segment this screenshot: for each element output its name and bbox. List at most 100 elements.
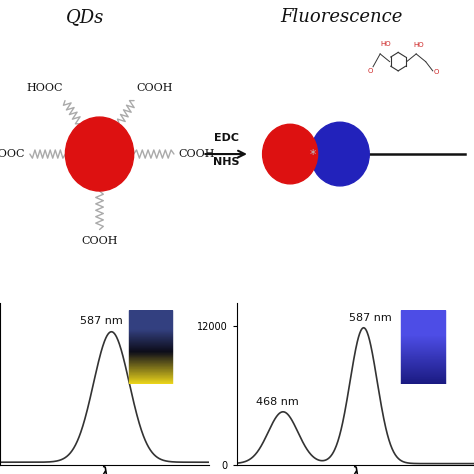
Bar xyxy=(128,378,173,379)
Bar xyxy=(128,311,173,312)
Bar xyxy=(128,340,173,341)
Bar xyxy=(128,357,173,358)
Bar xyxy=(128,370,173,371)
Bar xyxy=(401,337,445,338)
Bar xyxy=(128,364,173,365)
Bar xyxy=(128,339,173,340)
Bar xyxy=(401,310,445,311)
Bar xyxy=(401,353,445,354)
Bar xyxy=(128,330,173,331)
Text: COOH: COOH xyxy=(137,83,173,93)
Bar xyxy=(128,347,173,348)
Bar xyxy=(128,323,173,324)
Bar xyxy=(401,355,445,356)
Bar xyxy=(401,364,445,365)
Bar xyxy=(128,355,173,356)
Bar xyxy=(128,359,173,360)
Bar xyxy=(401,312,445,313)
Bar xyxy=(401,381,445,382)
Bar xyxy=(401,342,445,343)
Bar xyxy=(401,319,445,320)
Bar xyxy=(401,354,445,355)
Bar xyxy=(128,375,173,376)
Bar xyxy=(128,368,173,369)
Text: Fluorescence: Fluorescence xyxy=(280,8,402,26)
Bar xyxy=(401,313,445,314)
Bar xyxy=(128,367,173,368)
Bar xyxy=(128,376,173,377)
Bar xyxy=(401,320,445,321)
Bar xyxy=(128,325,173,326)
Bar xyxy=(128,317,173,318)
Bar xyxy=(401,380,445,381)
Text: HOOC: HOOC xyxy=(26,83,63,93)
Text: 587 nm: 587 nm xyxy=(349,313,392,323)
Bar xyxy=(401,366,445,367)
Bar xyxy=(401,335,445,336)
X-axis label: λ: λ xyxy=(351,466,360,474)
Bar xyxy=(128,344,173,345)
Text: NHS: NHS xyxy=(213,156,239,167)
Bar xyxy=(401,362,445,363)
Bar xyxy=(128,319,173,320)
Bar xyxy=(401,339,445,340)
Bar xyxy=(401,343,445,344)
Bar xyxy=(128,341,173,342)
Bar xyxy=(401,374,445,375)
Bar xyxy=(401,359,445,360)
Bar xyxy=(401,334,445,335)
Bar xyxy=(128,373,173,374)
Bar xyxy=(128,334,173,335)
Bar xyxy=(128,336,173,337)
Bar xyxy=(128,381,173,382)
Bar xyxy=(401,316,445,317)
Bar xyxy=(401,373,445,374)
Bar xyxy=(128,362,173,363)
Circle shape xyxy=(65,117,134,191)
Bar xyxy=(128,365,173,366)
Bar xyxy=(128,382,173,383)
Text: COOH: COOH xyxy=(179,149,215,159)
Bar xyxy=(401,314,445,315)
Bar xyxy=(128,351,173,352)
Bar xyxy=(128,360,173,361)
Bar xyxy=(401,352,445,353)
Bar xyxy=(401,333,445,334)
Bar xyxy=(401,323,445,324)
Bar xyxy=(128,335,173,336)
Bar xyxy=(401,375,445,376)
Bar xyxy=(128,331,173,332)
Bar xyxy=(401,365,445,366)
Bar xyxy=(401,371,445,372)
Bar xyxy=(128,333,173,334)
Text: QDs: QDs xyxy=(66,8,104,26)
Bar xyxy=(401,351,445,352)
Bar xyxy=(128,361,173,362)
Circle shape xyxy=(263,124,318,184)
Bar xyxy=(401,326,445,327)
Bar xyxy=(128,316,173,317)
Bar xyxy=(128,313,173,314)
Bar xyxy=(128,358,173,359)
Bar xyxy=(401,346,445,347)
Bar xyxy=(401,378,445,379)
Bar xyxy=(128,380,173,381)
Bar xyxy=(401,318,445,319)
Bar xyxy=(401,361,445,362)
Bar xyxy=(401,349,445,350)
Bar xyxy=(128,369,173,370)
Bar xyxy=(128,352,173,353)
Bar xyxy=(401,356,445,357)
Bar xyxy=(401,360,445,361)
Bar xyxy=(401,382,445,383)
Bar xyxy=(401,348,445,349)
Bar xyxy=(401,368,445,369)
Bar xyxy=(128,315,173,316)
Bar xyxy=(401,376,445,377)
Bar xyxy=(401,363,445,364)
Bar xyxy=(128,363,173,364)
Bar xyxy=(401,369,445,370)
Bar xyxy=(401,358,445,359)
Text: 587 nm: 587 nm xyxy=(80,316,123,327)
Bar xyxy=(128,377,173,378)
